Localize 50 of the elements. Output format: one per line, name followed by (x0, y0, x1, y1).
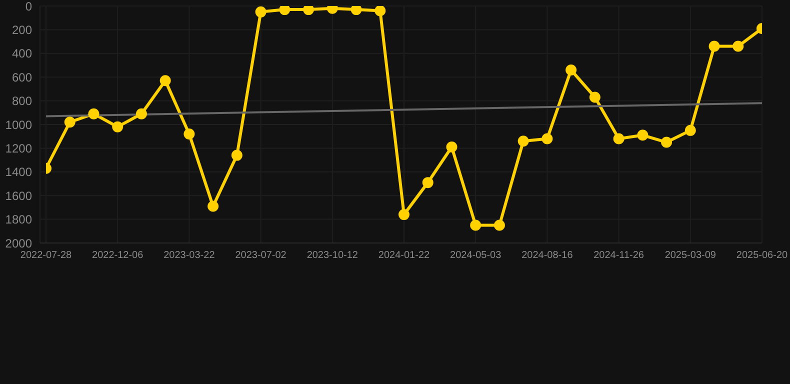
point (446, 142, 458, 153)
x-tick-label: 2023-03-22 (164, 250, 216, 262)
x-tick-label: 2024-11-26 (594, 250, 644, 262)
x-tick-label: 2024-05-03 (450, 250, 502, 262)
point (589, 92, 600, 103)
point (160, 75, 171, 86)
point (255, 6, 266, 18)
point (208, 200, 219, 212)
y-tick-label: 1600 (5, 188, 32, 203)
point (494, 220, 505, 231)
x-tick-label: 2023-10-12 (306, 250, 358, 262)
point (303, 6, 314, 16)
point (542, 133, 553, 144)
y-tick-label: 1200 (5, 141, 32, 156)
point (684, 124, 696, 136)
point (64, 116, 76, 128)
point (613, 133, 624, 144)
point (566, 64, 577, 76)
x-tick-label: 2025-03-09 (664, 250, 716, 262)
y-tick-label: 1800 (5, 212, 32, 227)
point (88, 108, 100, 120)
point (374, 6, 386, 16)
point (470, 220, 482, 231)
point (279, 6, 290, 16)
y-tick-label: 800 (12, 94, 32, 108)
x-tick-label: 2024-01-22 (378, 250, 430, 262)
point (732, 40, 744, 52)
y-tick-label: 2000 (5, 236, 32, 250)
y-tick-label: 1400 (5, 165, 32, 180)
x-tick-label: 2025-06-20 (736, 250, 788, 262)
point (422, 177, 434, 188)
y-tick-label: 0 (25, 0, 32, 14)
point (708, 40, 720, 52)
point (112, 121, 124, 132)
x-tick-label: 2022-07-28 (20, 250, 72, 262)
x-tick-label: 2023-07-02 (235, 250, 287, 262)
point (637, 130, 648, 141)
y-tick-label: 600 (12, 70, 32, 84)
point (350, 6, 362, 16)
point (184, 128, 195, 140)
point (661, 136, 672, 148)
y-tick-label: 1000 (5, 118, 32, 132)
x-tick-label: 2022-12-06 (92, 250, 144, 262)
point (136, 108, 147, 120)
point (398, 209, 410, 220)
y-tick-label: 400 (12, 46, 32, 61)
x-tick-label: 2024-08-16 (522, 250, 574, 262)
point (231, 150, 242, 161)
point (518, 136, 529, 147)
y-tick-label: 200 (12, 22, 32, 37)
